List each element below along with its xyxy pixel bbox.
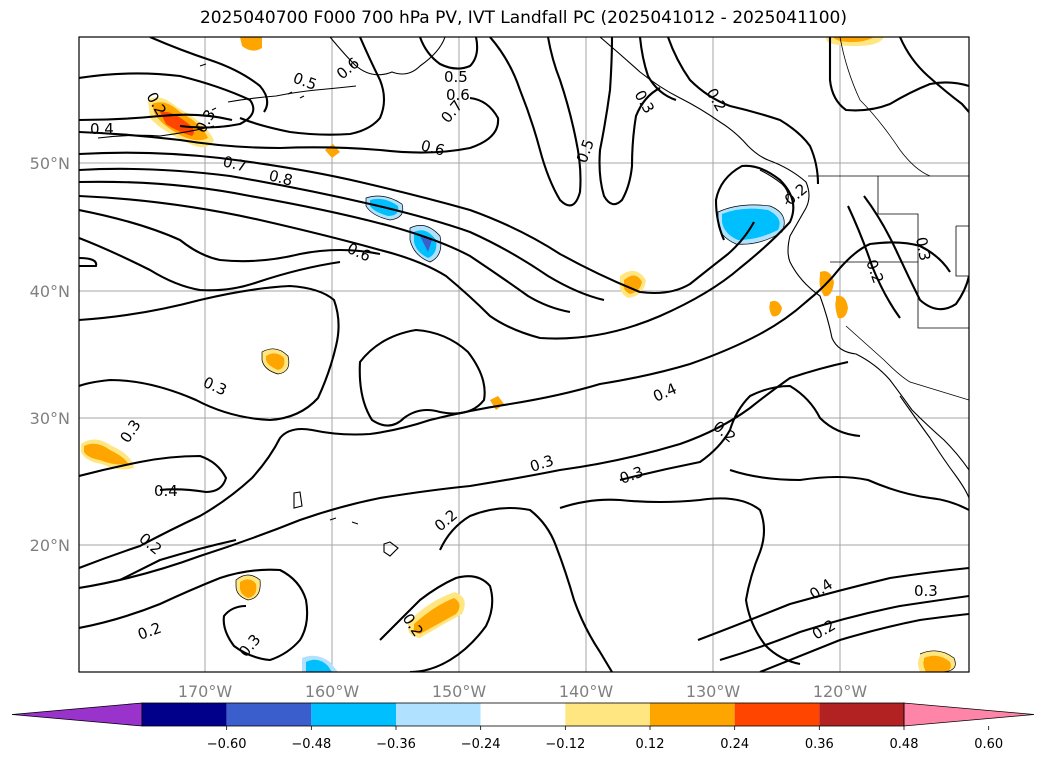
contour-label: 0.3 — [912, 236, 934, 263]
colorbar-tick-label: −0.48 — [291, 737, 331, 752]
colorbar-segment — [142, 703, 227, 726]
lon-label: 160°W — [305, 682, 360, 701]
contour-label: 0.6 — [419, 136, 447, 159]
lon-label: 150°W — [432, 682, 487, 701]
lat-label: 50°N — [30, 154, 70, 173]
latitude-labels: 50°N 40°N 30°N 20°N — [30, 154, 70, 555]
lon-label: 170°W — [178, 682, 233, 701]
colorbar-tick-label: 0.24 — [720, 737, 749, 752]
contour-label: 0.8 — [267, 166, 295, 189]
colorbar-segment — [650, 703, 735, 726]
colorbar-tick-label: 0.48 — [890, 737, 919, 752]
map-panel — [79, 37, 969, 672]
contour-label: 0.7 — [221, 152, 249, 175]
lon-label: 140°W — [559, 682, 614, 701]
colorbar-extend-low — [11, 702, 143, 727]
lat-label: 20°N — [30, 536, 70, 555]
colorbar-segment — [734, 703, 820, 726]
colorbar-tick-label: −0.24 — [461, 737, 501, 752]
colorbar-tick-label: 0.36 — [805, 737, 834, 752]
contour-label: 0.5 — [444, 68, 468, 86]
colorbar-extend-high — [903, 702, 1035, 727]
colorbar-segment — [396, 703, 481, 726]
map-title: 2025040700 F000 700 hPa PV, IVT Landfall… — [199, 8, 847, 28]
colorbar-segment — [480, 703, 566, 726]
coastlines — [97, 37, 969, 557]
colorbar-segment — [311, 703, 396, 726]
anomaly-outlines — [235, 195, 956, 672]
colorbar-segment — [819, 703, 904, 726]
pv-contours — [79, 37, 969, 672]
lat-label: 30°N — [30, 409, 70, 428]
map-border — [78, 36, 970, 673]
contour-label: 0.4 — [154, 482, 178, 500]
lon-label: 130°W — [686, 682, 741, 701]
colorbar-tick-label: 0.60 — [974, 737, 1003, 752]
colorbar-tick-label: −0.12 — [545, 737, 585, 752]
colorbar-tick-label: −0.60 — [207, 737, 247, 752]
colorbar-tick-label: 0.12 — [636, 737, 665, 752]
lat-label: 40°N — [30, 282, 70, 301]
colorbar: −0.60 −0.48 −0.36 −0.24 −0.12 0.12 0.24 0.36 0.4… — [11, 702, 1035, 752]
colorbar-segment — [565, 703, 650, 726]
colorbar-segment — [226, 703, 312, 726]
contour-label: 0.6 — [446, 86, 470, 104]
colorbar-tick-label: −0.36 — [376, 737, 416, 752]
colorbar-outline — [141, 702, 905, 727]
contour-label: 0.4 — [90, 120, 114, 138]
contour-label: 0.3 — [914, 582, 938, 600]
longitude-labels: 170°W 160°W 150°W 140°W 130°W 120°W — [178, 682, 868, 701]
lon-label: 120°W — [813, 682, 868, 701]
